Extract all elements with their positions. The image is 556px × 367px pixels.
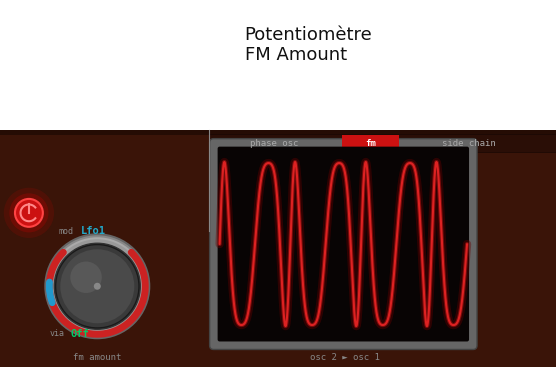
Text: phase osc: phase osc <box>250 139 299 148</box>
Circle shape <box>15 199 43 227</box>
Circle shape <box>94 283 101 290</box>
Circle shape <box>9 193 48 232</box>
Circle shape <box>56 245 138 327</box>
Circle shape <box>46 235 148 337</box>
FancyBboxPatch shape <box>217 147 469 341</box>
Text: Off: Off <box>70 329 89 339</box>
Text: fm: fm <box>365 139 375 148</box>
Circle shape <box>60 249 135 323</box>
Circle shape <box>70 262 102 293</box>
Bar <box>0 130 556 135</box>
Text: side chain: side chain <box>442 139 496 148</box>
Circle shape <box>54 243 140 329</box>
Circle shape <box>44 233 150 339</box>
Text: Potentiomètre
FM Amount: Potentiomètre FM Amount <box>245 26 373 65</box>
Bar <box>0 130 556 367</box>
Circle shape <box>48 237 146 335</box>
Text: via: via <box>50 330 65 338</box>
FancyBboxPatch shape <box>210 139 477 349</box>
Bar <box>208 134 556 152</box>
Text: osc 2 ► osc 1: osc 2 ► osc 1 <box>310 353 380 362</box>
Bar <box>0 0 556 130</box>
Circle shape <box>50 239 145 333</box>
Text: Lfo1: Lfo1 <box>81 226 106 236</box>
Circle shape <box>4 188 54 238</box>
Text: mod: mod <box>58 227 73 236</box>
Bar <box>341 135 399 151</box>
Circle shape <box>15 199 43 227</box>
Text: fm amount: fm amount <box>73 353 122 362</box>
